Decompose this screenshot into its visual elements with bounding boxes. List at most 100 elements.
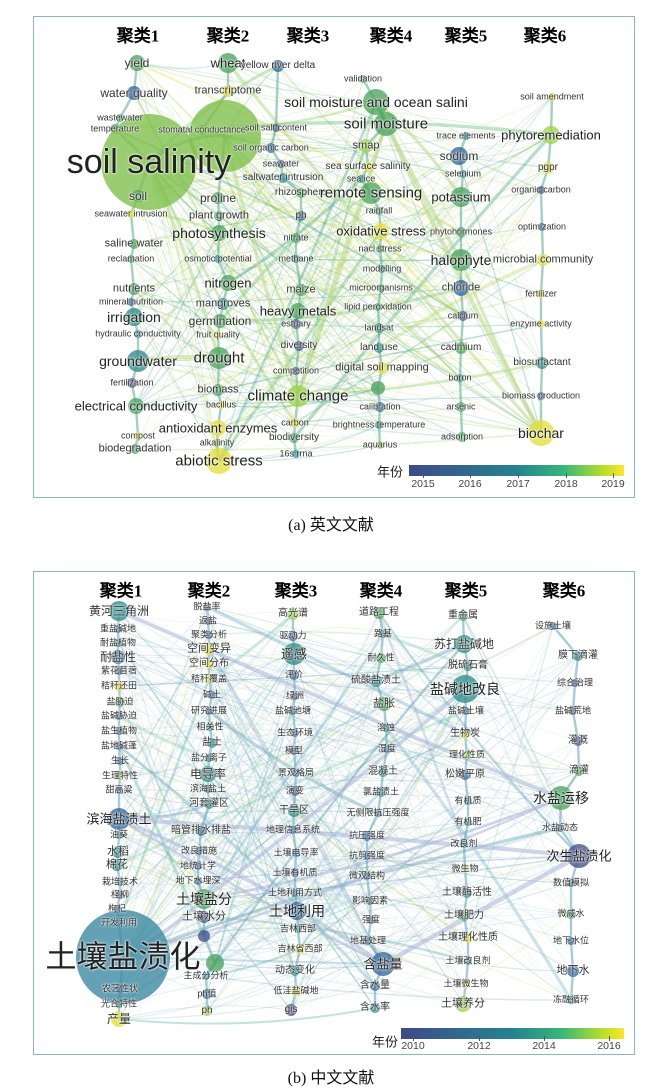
- node-circle[interactable]: [549, 622, 557, 630]
- node-circle[interactable]: [463, 933, 473, 943]
- node-circle[interactable]: [367, 916, 375, 924]
- node-circle[interactable]: [211, 225, 227, 241]
- node-label[interactable]: nitrate: [283, 232, 309, 243]
- node-label[interactable]: 栽培技术: [101, 876, 139, 887]
- node-circle[interactable]: [217, 298, 229, 310]
- node-circle[interactable]: [205, 631, 213, 639]
- node-circle[interactable]: [114, 625, 122, 633]
- node-circle[interactable]: [364, 937, 372, 945]
- node-circle[interactable]: [366, 897, 374, 905]
- node-label[interactable]: calcium: [447, 310, 479, 321]
- node-label[interactable]: 秸秆还田: [100, 680, 138, 691]
- node-circle[interactable]: [376, 362, 388, 374]
- node-circle[interactable]: [285, 1004, 297, 1016]
- node-circle[interactable]: [114, 639, 122, 647]
- node-circle[interactable]: [292, 450, 300, 458]
- node-label[interactable]: nutrients: [112, 282, 156, 295]
- node-circle[interactable]: [359, 139, 373, 153]
- node-label[interactable]: soil moisture and ocean salini: [284, 94, 468, 110]
- node-label[interactable]: phytohormones: [429, 226, 493, 237]
- node-label[interactable]: saltwater intrusion: [242, 172, 324, 183]
- node-circle[interactable]: [132, 190, 144, 202]
- node-circle[interactable]: [455, 635, 473, 653]
- node-label[interactable]: 河套灌区: [189, 798, 229, 809]
- node-label[interactable]: 抗压强度: [348, 830, 386, 841]
- node-label[interactable]: 甜高粱: [105, 784, 133, 795]
- node-label[interactable]: biomass production: [501, 390, 581, 401]
- node-circle[interactable]: [556, 824, 564, 832]
- node-label[interactable]: water quality: [100, 86, 168, 100]
- node-circle[interactable]: [370, 1003, 380, 1013]
- node-circle[interactable]: [462, 888, 472, 898]
- node-circle[interactable]: [451, 675, 479, 703]
- node-label[interactable]: estuary: [281, 318, 311, 329]
- node-circle[interactable]: [202, 972, 210, 980]
- node-label[interactable]: 微生物: [451, 863, 479, 874]
- node-circle[interactable]: [567, 996, 575, 1004]
- node-circle[interactable]: [363, 89, 389, 115]
- node-label[interactable]: 光合特性: [100, 998, 138, 1009]
- node-circle[interactable]: [114, 681, 124, 691]
- node-circle[interactable]: [371, 952, 395, 976]
- node-circle[interactable]: [202, 1006, 212, 1016]
- node-circle[interactable]: [115, 1000, 123, 1008]
- node-circle[interactable]: [287, 385, 309, 407]
- node-circle[interactable]: [194, 889, 214, 909]
- node-circle[interactable]: [212, 192, 224, 204]
- node-label[interactable]: 脱硫石膏: [448, 660, 488, 671]
- node-label[interactable]: 驱动力: [279, 630, 307, 641]
- node-circle[interactable]: [195, 847, 203, 855]
- node-circle[interactable]: [134, 432, 142, 440]
- node-circle[interactable]: [382, 724, 390, 732]
- node-label[interactable]: 农艺性状: [101, 983, 139, 994]
- node-circle[interactable]: [377, 284, 385, 292]
- node-circle[interactable]: [376, 245, 384, 253]
- node-label[interactable]: 土地利用: [269, 903, 325, 919]
- node-circle[interactable]: [111, 859, 123, 871]
- node-circle[interactable]: [536, 357, 548, 369]
- node-circle[interactable]: [198, 930, 210, 942]
- node-circle[interactable]: [109, 601, 129, 621]
- node-circle[interactable]: [460, 770, 470, 780]
- node-circle[interactable]: [537, 290, 545, 298]
- node-label[interactable]: 生理特性: [101, 770, 139, 781]
- node-label[interactable]: adsorption: [440, 431, 484, 442]
- node-circle[interactable]: [194, 877, 202, 885]
- node-label[interactable]: 微咸水: [557, 908, 585, 919]
- node-circle[interactable]: [196, 826, 206, 836]
- node-label[interactable]: rainfall: [365, 205, 393, 216]
- node-label[interactable]: 盐碱胁迫: [100, 710, 138, 721]
- node-label[interactable]: sea surface salinity: [325, 161, 411, 172]
- node-label[interactable]: 绿洲: [285, 690, 305, 701]
- node-label[interactable]: hydraulic conductivity: [95, 328, 181, 339]
- node-label[interactable]: biomass: [197, 383, 239, 396]
- node-label[interactable]: 盐碱土壤: [447, 705, 485, 716]
- node-circle[interactable]: [128, 398, 144, 414]
- node-label[interactable]: yellow river delta: [240, 60, 316, 71]
- node-label[interactable]: 模型: [284, 745, 304, 756]
- node-circle[interactable]: [463, 751, 471, 759]
- node-label[interactable]: plant growth: [189, 209, 249, 222]
- node-label[interactable]: 地下水埋深: [175, 875, 221, 886]
- node-circle[interactable]: [376, 787, 386, 797]
- node-label[interactable]: 微观结构: [348, 870, 386, 881]
- node-label[interactable]: 盐胀: [373, 697, 395, 710]
- node-label[interactable]: 地理信息系统: [265, 824, 321, 835]
- node-circle[interactable]: [363, 162, 373, 172]
- node-circle[interactable]: [115, 742, 123, 750]
- node-label[interactable]: 溶蚀: [376, 722, 396, 733]
- node-circle[interactable]: [376, 441, 384, 449]
- node-label[interactable]: 重金属: [448, 610, 478, 621]
- node-circle[interactable]: [214, 331, 222, 339]
- node-label[interactable]: arsenic: [446, 401, 476, 412]
- node-label[interactable]: organic carbon: [511, 184, 571, 195]
- node-circle[interactable]: [127, 298, 135, 306]
- node-label[interactable]: 生态环境: [276, 727, 314, 738]
- node-circle[interactable]: [371, 381, 385, 395]
- node-label[interactable]: mangroves: [195, 297, 251, 310]
- node-circle[interactable]: [205, 707, 213, 715]
- node-circle[interactable]: [462, 980, 470, 988]
- node-label[interactable]: alkalinity: [199, 437, 235, 448]
- node-circle[interactable]: [374, 343, 384, 353]
- node-circle[interactable]: [462, 707, 470, 715]
